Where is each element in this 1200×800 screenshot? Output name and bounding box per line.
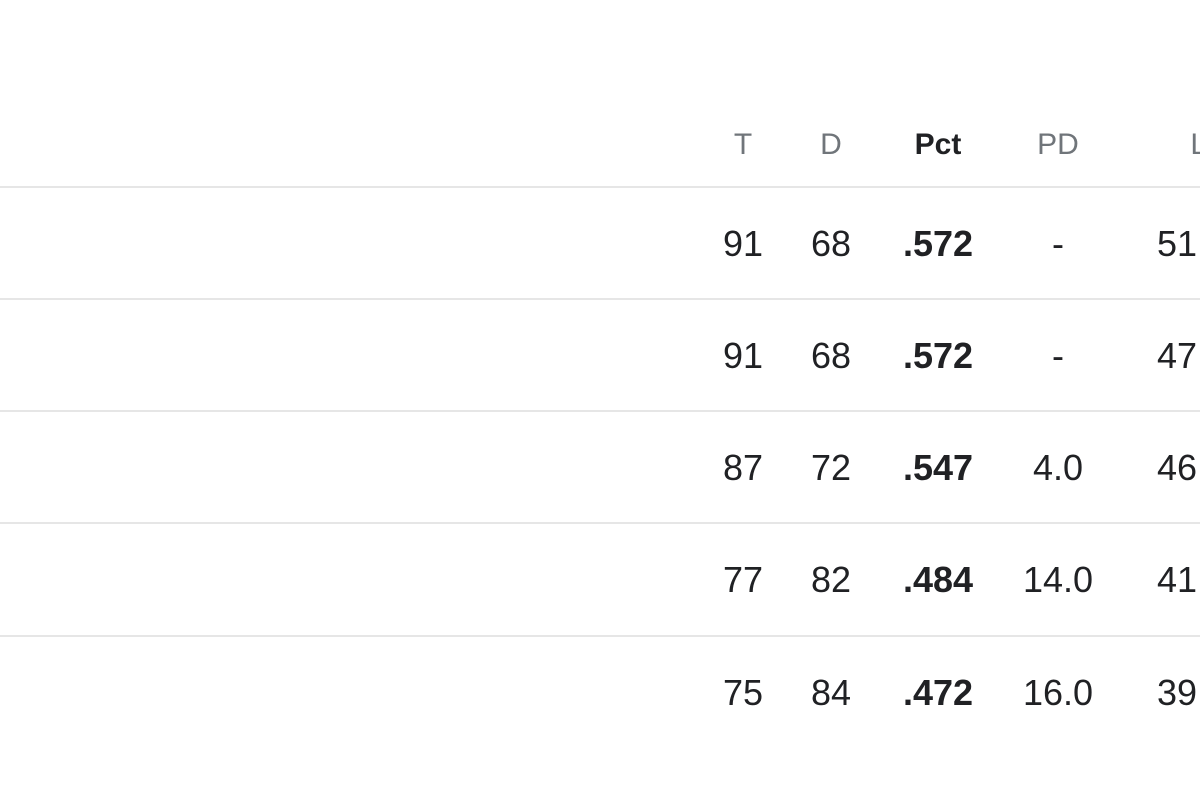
cell-d: 84 [810, 672, 852, 713]
cell-pct: .572 [902, 335, 974, 376]
cell-pd: - [1052, 335, 1064, 376]
cell-d: 72 [810, 447, 852, 488]
cell-d: 68 [810, 335, 852, 376]
table-header: T D Pct PD Lo [0, 125, 1200, 165]
cell-t: 77 [722, 559, 764, 600]
header-t[interactable]: T [733, 128, 753, 161]
table-row: 87 72 .547 4.0 46 [0, 410, 1200, 524]
header-d[interactable]: D [820, 128, 842, 161]
cell-pct: .547 [902, 447, 974, 488]
header-pct[interactable]: Pct [914, 128, 962, 161]
cell-d: 82 [810, 559, 852, 600]
cell-t: 75 [722, 672, 764, 713]
cell-pct: .472 [902, 672, 974, 713]
cell-d: 68 [810, 223, 852, 264]
table-row: 77 82 .484 14.0 41 [0, 522, 1200, 636]
table-row: 75 84 .472 16.0 39 [0, 635, 1200, 749]
cell-pd: 16.0 [1022, 672, 1094, 713]
cell-pct: .484 [902, 559, 974, 600]
cell-t: 91 [722, 335, 764, 376]
table-row: 91 68 .572 - 51 [0, 186, 1200, 300]
header-pd[interactable]: PD [1037, 128, 1079, 161]
cell-pd: - [1052, 223, 1064, 264]
cell-lo: 51 [1157, 223, 1198, 264]
table-row: 91 68 .572 - 47 [0, 298, 1200, 412]
cell-t: 87 [722, 447, 764, 488]
cell-lo: 47 [1157, 335, 1198, 376]
cell-t: 91 [722, 223, 764, 264]
cell-pct: .572 [902, 223, 974, 264]
cell-lo: 39 [1157, 672, 1198, 713]
cell-pd: 14.0 [1022, 559, 1094, 600]
cell-pd: 4.0 [1032, 447, 1084, 488]
cell-lo: 46 [1157, 447, 1198, 488]
cell-lo: 41 [1157, 559, 1198, 600]
header-lo[interactable]: Lo [1190, 128, 1200, 161]
